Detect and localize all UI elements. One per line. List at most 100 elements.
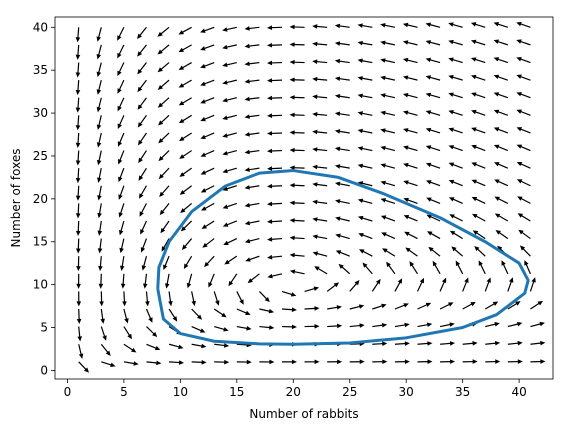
arrow-head bbox=[145, 301, 150, 307]
arrow-head bbox=[402, 75, 409, 80]
arrow-head bbox=[117, 123, 122, 130]
quiver-arrow bbox=[213, 291, 220, 306]
quiver-arrow bbox=[158, 150, 170, 162]
quiver-arrow bbox=[380, 128, 396, 134]
arrow-head bbox=[75, 213, 81, 219]
quiver-arrow bbox=[372, 341, 388, 346]
arrow-head bbox=[540, 359, 546, 364]
quiver-arrow bbox=[358, 232, 373, 240]
arrow-shaft bbox=[520, 180, 531, 187]
arrow-head bbox=[244, 167, 250, 172]
arrow-shaft bbox=[530, 302, 540, 310]
arrow-shaft bbox=[452, 198, 463, 204]
arrow-shaft bbox=[406, 129, 418, 134]
arrow-shaft bbox=[316, 96, 328, 99]
arrow-shaft bbox=[361, 77, 373, 81]
quiver-arrow bbox=[138, 167, 147, 181]
quiver-arrow bbox=[524, 260, 531, 275]
arrow-shaft bbox=[270, 185, 283, 187]
arrow-shaft bbox=[204, 185, 215, 192]
quiver-arrow bbox=[191, 360, 207, 365]
arrow-shaft bbox=[361, 130, 373, 134]
arrow-shaft bbox=[316, 25, 328, 28]
quiver-arrow bbox=[75, 115, 81, 131]
quiver-arrow bbox=[100, 308, 105, 324]
arrow-shaft bbox=[484, 302, 496, 310]
quiver-arrow bbox=[123, 361, 139, 366]
arrow-head bbox=[402, 110, 409, 115]
arrow-head bbox=[357, 128, 363, 134]
quiver-arrow bbox=[117, 97, 125, 112]
arrow-head bbox=[336, 305, 342, 310]
quiver-arrow bbox=[137, 44, 147, 57]
arrow-shaft bbox=[168, 343, 180, 348]
arrow-head bbox=[186, 282, 192, 289]
quiver-arrow bbox=[449, 230, 463, 240]
arrow-shaft bbox=[361, 217, 373, 222]
arrow-head bbox=[334, 181, 341, 187]
arrow-head bbox=[222, 186, 228, 191]
arrow-head bbox=[244, 220, 251, 226]
quiver-arrow bbox=[448, 75, 463, 81]
quiver-arrow bbox=[96, 97, 102, 113]
quiver-arrow bbox=[372, 303, 387, 310]
arrow-shaft bbox=[371, 281, 379, 292]
arrow-shaft bbox=[181, 79, 192, 87]
arrow-head bbox=[312, 76, 318, 82]
arrow-shaft bbox=[417, 342, 429, 345]
arrow-shaft bbox=[182, 132, 192, 140]
arrow-shaft bbox=[191, 308, 200, 318]
arrow-head bbox=[117, 141, 123, 147]
arrow-shaft bbox=[497, 163, 509, 169]
arrow-shaft bbox=[338, 183, 350, 187]
quiver-arrow bbox=[178, 97, 192, 106]
quiver-arrow bbox=[462, 359, 478, 364]
arrow-head bbox=[357, 163, 364, 169]
arrow-shaft bbox=[182, 185, 193, 193]
quiver-arrow bbox=[281, 290, 297, 297]
arrow-head bbox=[77, 336, 83, 342]
arrow-head bbox=[75, 89, 81, 96]
arrow-shaft bbox=[384, 112, 396, 116]
arrow-shaft bbox=[119, 167, 125, 179]
quiver-arrow bbox=[425, 110, 441, 116]
arrow-head bbox=[245, 310, 251, 315]
arrow-head bbox=[222, 44, 228, 50]
arrow-shaft bbox=[327, 306, 339, 310]
arrow-shaft bbox=[270, 202, 283, 205]
arrow-shaft bbox=[281, 290, 293, 296]
arrow-head bbox=[266, 166, 273, 171]
arrow-head bbox=[375, 278, 381, 285]
quiver-arrow bbox=[380, 93, 396, 99]
arrow-head bbox=[120, 283, 126, 289]
arrow-shaft bbox=[168, 291, 172, 303]
arrow-shaft bbox=[429, 146, 441, 152]
quiver-arrow bbox=[402, 22, 418, 28]
arrow-head bbox=[266, 60, 273, 66]
quiver-arrow bbox=[97, 238, 103, 254]
arrow-shaft bbox=[236, 325, 248, 330]
quiver-arrow bbox=[427, 231, 441, 240]
arrow-head bbox=[289, 42, 295, 47]
arrow-shaft bbox=[98, 97, 102, 109]
arrow-shaft bbox=[521, 231, 531, 240]
arrow-shaft bbox=[181, 62, 192, 69]
quiver-arrow bbox=[402, 92, 418, 99]
arrow-shaft bbox=[214, 343, 226, 347]
arrow-head bbox=[289, 165, 295, 171]
quiver-arrow bbox=[75, 44, 81, 60]
arrow-shaft bbox=[120, 220, 125, 232]
arrow-head bbox=[191, 300, 196, 307]
quiver-arrow bbox=[119, 238, 125, 254]
arrow-head bbox=[470, 22, 477, 27]
arrow-head bbox=[239, 299, 244, 305]
arrow-head bbox=[289, 182, 295, 188]
quiver-arrow bbox=[181, 238, 193, 250]
arrow-shaft bbox=[519, 93, 531, 99]
quiver-arrow bbox=[417, 302, 432, 310]
arrow-head bbox=[204, 261, 210, 268]
arrow-shaft bbox=[203, 97, 215, 103]
quiver-arrow bbox=[158, 167, 170, 180]
arrow-shaft bbox=[474, 180, 486, 187]
